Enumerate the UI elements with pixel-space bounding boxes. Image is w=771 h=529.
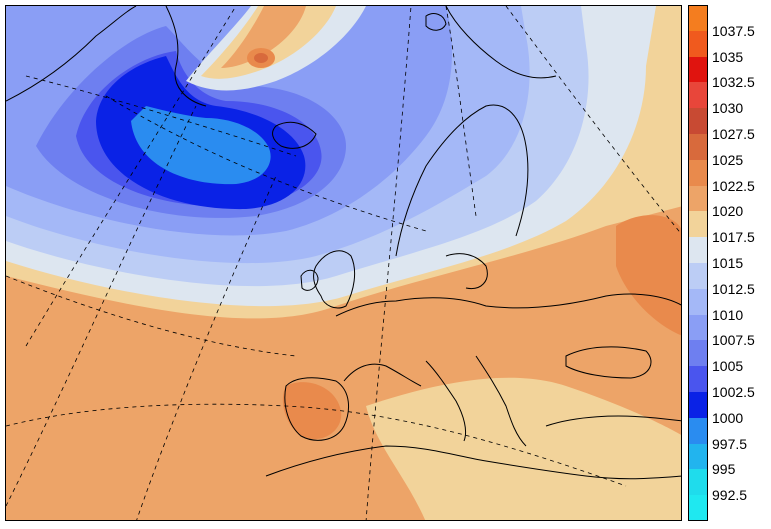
legend-label-1002-5: 1002.5 — [712, 384, 755, 400]
legend-label-1027-5: 1027.5 — [712, 126, 755, 142]
legend-label-1012-5: 1012.5 — [712, 280, 755, 297]
field-1025-north — [254, 53, 268, 63]
legend-swatch-1015 — [688, 237, 708, 264]
legend-label-1010: 1010 — [712, 306, 744, 323]
legend-swatch-1035 — [688, 30, 708, 58]
color-legend: 1037.5 1035 1032.5 1030 1027.5 1025 1022.5 1020… — [688, 5, 768, 521]
legend-label-992-5: 992.5 — [712, 487, 748, 504]
legend-swatch-997-5 — [688, 417, 708, 445]
legend-label-1037-5: 1037.5 — [712, 22, 755, 39]
legend-swatch-1030 — [688, 82, 708, 110]
legend-swatch-1037-5 — [688, 5, 708, 32]
legend-swatch-below-lowest — [688, 495, 708, 521]
coastlines — [6, 6, 681, 480]
legend-swatch-1007-5 — [688, 314, 708, 342]
legend-swatch-1005 — [688, 340, 708, 368]
legend-label-995: 995 — [712, 461, 736, 478]
legend-swatch-1020 — [688, 185, 708, 213]
legend-label-1007-5: 1007.5 — [712, 332, 755, 349]
legend-swatch-1012-5 — [688, 263, 708, 290]
legend-swatch-995 — [688, 443, 708, 471]
legend-label-1000: 1000 — [712, 409, 744, 426]
legend-label-1025: 1025 — [712, 151, 744, 168]
legend-label-1030: 1030 — [712, 100, 744, 117]
legend-label-1015: 1015 — [712, 255, 744, 271]
legend-label-1020: 1020 — [712, 203, 744, 220]
field-1017-5-south — [366, 377, 681, 520]
legend-label-1035: 1035 — [712, 48, 744, 65]
graticule — [6, 6, 681, 520]
legend-swatch-1002-5 — [688, 366, 708, 393]
legend-label-1005: 1005 — [712, 358, 744, 375]
legend-label-1032-5: 1032.5 — [712, 74, 755, 91]
legend-swatch-1000 — [688, 392, 708, 419]
pressure-map — [5, 5, 682, 521]
legend-swatch-1032-5 — [688, 56, 708, 84]
legend-label-1022-5: 1022.5 — [712, 177, 755, 194]
legend-swatch-1022-5 — [688, 159, 708, 187]
legend-swatch-1027-5 — [688, 108, 708, 135]
legend-label-1017-5: 1017.5 — [712, 229, 755, 246]
field-997-5 — [131, 106, 271, 185]
legend-swatch-992-5 — [688, 469, 708, 497]
legend-swatch-1025 — [688, 134, 708, 161]
field-1022-5-east — [616, 215, 681, 336]
field-1022-5-iberia — [282, 382, 342, 440]
legend-swatch-1010 — [688, 288, 708, 316]
pressure-field — [6, 6, 681, 520]
legend-swatch-1017-5 — [688, 211, 708, 239]
legend-label-997-5: 997.5 — [712, 435, 748, 452]
field-1020-west — [6, 345, 253, 520]
field-1020-north — [221, 6, 306, 68]
